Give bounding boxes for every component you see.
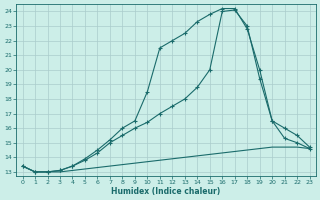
X-axis label: Humidex (Indice chaleur): Humidex (Indice chaleur) bbox=[111, 187, 221, 196]
